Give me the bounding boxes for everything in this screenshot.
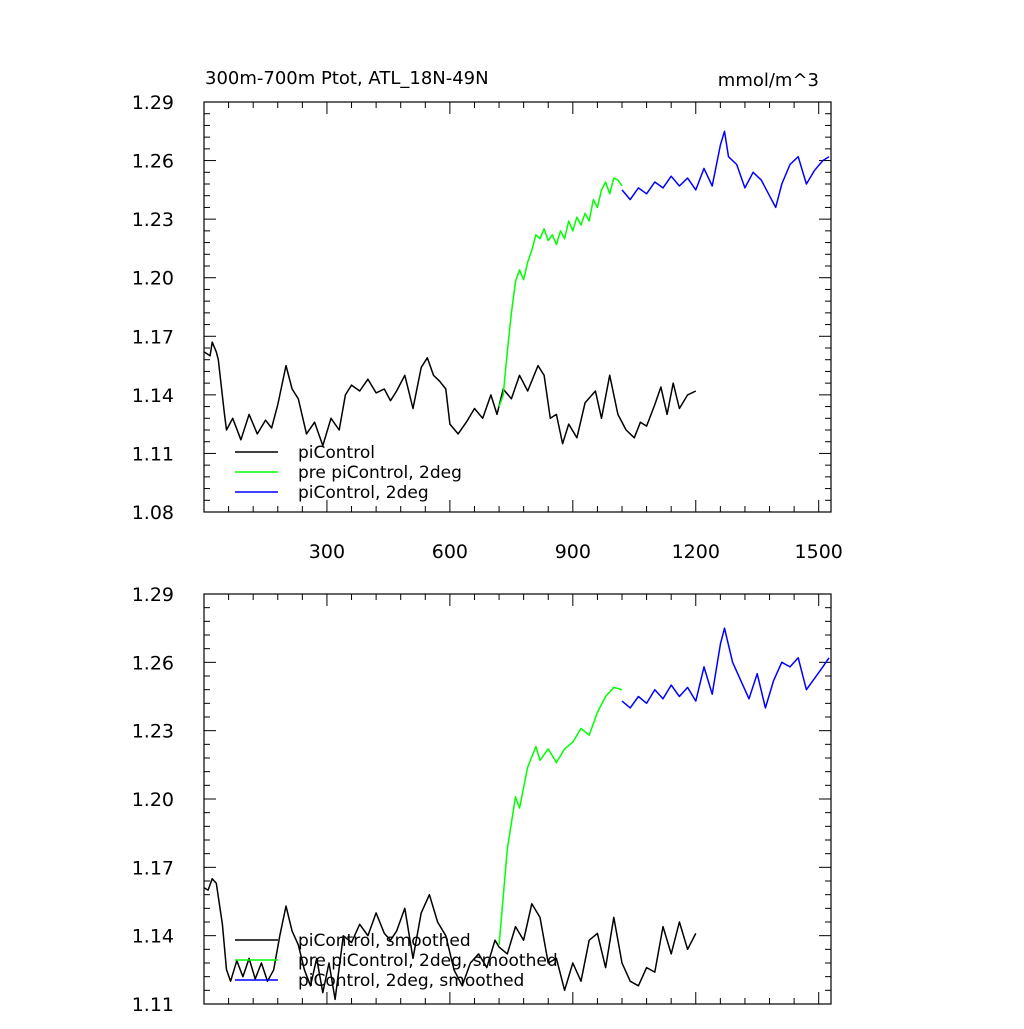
x-tick-label: 600 [432, 541, 468, 563]
y-tick-label: 1.14 [132, 926, 174, 948]
y-tick-label: 1.20 [132, 789, 174, 811]
legend-label: piControl, 2deg [298, 483, 429, 503]
y-tick-label: 1.11 [132, 994, 174, 1016]
y-tick-label: 1.17 [132, 326, 174, 348]
legend-label: piControl, 2deg, smoothed [298, 971, 524, 991]
top-chart-units: mmol/m^3 [718, 70, 819, 91]
bottom-panel: 1.11 1.14 1.17 1.20 1.23 1.26 1.29 piControl, s… [132, 584, 832, 1016]
y-tick-label: 1.29 [132, 92, 174, 114]
top-chart-title: 300m-700m Ptot, ATL_18N-49N [205, 68, 489, 89]
x-tick-label: 900 [555, 541, 591, 563]
y-tick-label: 1.20 [132, 268, 174, 290]
series-line-2 [498, 686, 623, 945]
y-tick-label: 1.17 [132, 857, 174, 879]
x-tick-label: 1500 [795, 541, 843, 563]
series-line-3 [621, 627, 830, 709]
series-line-3 [621, 130, 830, 209]
x-tick-label: 1200 [672, 541, 720, 563]
y-tick-label: 1.29 [132, 584, 174, 606]
legend-label: pre piControl, 2deg [298, 463, 462, 483]
x-tick-label: 300 [309, 541, 345, 563]
series-line-1 [204, 341, 697, 447]
y-tick-label: 1.26 [132, 652, 174, 674]
y-tick-label: 1.14 [132, 385, 174, 407]
series-line-1 [204, 877, 697, 1001]
y-tick-label: 1.23 [132, 721, 174, 743]
y-tick-label: 1.26 [132, 151, 174, 173]
y-tick-label: 1.11 [132, 443, 174, 465]
top-panel: 300m-700m Ptot, ATL_18N-49N mmol/m^3 1.0… [132, 68, 843, 563]
series-line-2 [498, 177, 623, 407]
legend-label: pre piControl, 2deg, smoothed [298, 951, 558, 971]
legend-label: piControl, smoothed [298, 931, 471, 951]
y-tick-label: 1.08 [132, 502, 174, 524]
plot-frame [203, 101, 832, 513]
y-tick-label: 1.23 [132, 209, 174, 231]
legend-label: piControl [298, 443, 375, 463]
